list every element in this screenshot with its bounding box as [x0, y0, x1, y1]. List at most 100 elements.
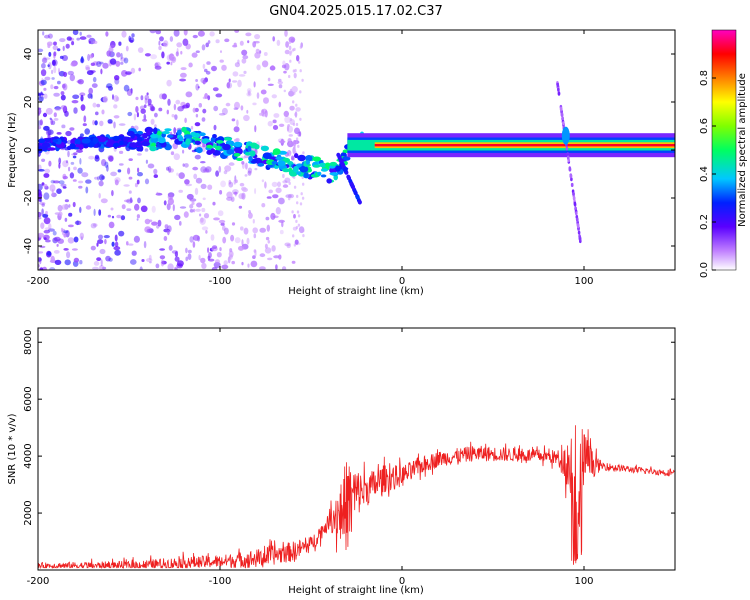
band-blob [119, 140, 124, 146]
noise-blob [265, 216, 270, 221]
noise-blob [68, 166, 71, 172]
noise-blob [271, 245, 276, 252]
x-tick-label: 0 [399, 576, 405, 587]
noise-blob [87, 93, 92, 99]
noise-blob [264, 181, 267, 189]
noise-blob [72, 201, 76, 208]
spike-blob [556, 82, 559, 87]
noise-blob [77, 167, 83, 174]
noise-blob [39, 201, 46, 205]
noise-blob [146, 228, 152, 233]
noise-blob [46, 41, 53, 47]
noise-blob [215, 39, 220, 44]
noise-blob [166, 61, 170, 65]
noise-blob [241, 239, 244, 246]
noise-blob [271, 94, 277, 99]
noise-blob [121, 70, 128, 77]
noise-blob [54, 259, 62, 265]
noise-blob [194, 187, 199, 195]
noise-blob [118, 230, 125, 237]
noise-blob [120, 57, 126, 62]
noise-blob [202, 197, 206, 201]
noise-blob [40, 222, 45, 229]
band-blob [194, 140, 201, 145]
noise-blob [73, 166, 77, 171]
noise-blob [116, 52, 121, 58]
band-blob [47, 147, 56, 151]
noise-blob [40, 94, 43, 98]
band-blob [271, 160, 278, 165]
noise-blob [155, 263, 160, 269]
noise-blob [179, 221, 182, 226]
noise-blob [240, 226, 244, 231]
noise-blob [300, 192, 303, 196]
noise-blob [200, 217, 204, 223]
noise-blob [150, 118, 155, 125]
noise-blob [234, 62, 240, 68]
noise-blob [220, 222, 225, 226]
noise-blob [50, 84, 54, 90]
band-blob [357, 199, 362, 205]
noise-blob [73, 236, 79, 243]
noise-blob [108, 44, 116, 49]
noise-blob [174, 256, 180, 262]
noise-blob [189, 236, 194, 243]
noise-blob [282, 180, 288, 184]
band-blob [320, 174, 327, 178]
noise-blob [94, 176, 99, 180]
noise-blob [38, 211, 42, 218]
noise-blob [62, 160, 69, 168]
noise-blob [176, 260, 184, 267]
noise-blob [237, 79, 242, 88]
band-blob [319, 162, 327, 168]
noise-blob [192, 234, 200, 241]
noise-blob [48, 62, 52, 70]
noise-blob [207, 184, 213, 190]
noise-blob [185, 247, 188, 254]
noise-blob [140, 205, 148, 213]
y-tick-label: 6000 [23, 386, 34, 411]
noise-blob [53, 250, 60, 254]
noise-blob [293, 175, 296, 179]
noise-blob [256, 92, 260, 99]
noise-blob [77, 79, 84, 85]
noise-blob [230, 234, 235, 242]
noise-blob [64, 110, 69, 117]
spike-blob [576, 224, 580, 229]
noise-blob [301, 78, 304, 82]
noise-blob [52, 45, 58, 51]
noise-blob [228, 181, 234, 188]
noise-blob [245, 32, 252, 37]
noise-blob [38, 232, 45, 238]
noise-blob [63, 233, 67, 238]
band-blob [183, 134, 193, 139]
noise-blob [295, 107, 301, 112]
noise-blob [104, 161, 109, 168]
noise-blob [242, 55, 249, 60]
noise-blob [174, 266, 177, 270]
noise-blob [159, 255, 166, 260]
noise-blob [53, 41, 57, 46]
noise-blob [46, 251, 52, 256]
noise-blob [114, 179, 119, 186]
noise-blob [278, 219, 285, 223]
noise-blob [233, 191, 238, 195]
noise-blob [295, 225, 299, 230]
x-tick-label: 100 [574, 576, 593, 587]
noise-blob [259, 50, 262, 54]
noise-blob [58, 157, 62, 165]
spike-blob [562, 121, 565, 126]
noise-blob [119, 150, 124, 154]
band-blob [136, 130, 144, 135]
noise-blob [94, 156, 100, 162]
noise-blob [96, 61, 102, 67]
noise-blob [118, 41, 122, 46]
noise-blob [158, 40, 161, 46]
noise-blob [110, 171, 117, 177]
noise-blob [234, 101, 240, 110]
noise-blob [284, 30, 288, 37]
noise-blob [278, 101, 282, 108]
band-blob [194, 138, 202, 142]
noise-blob [294, 239, 299, 245]
noise-blob [61, 124, 66, 129]
